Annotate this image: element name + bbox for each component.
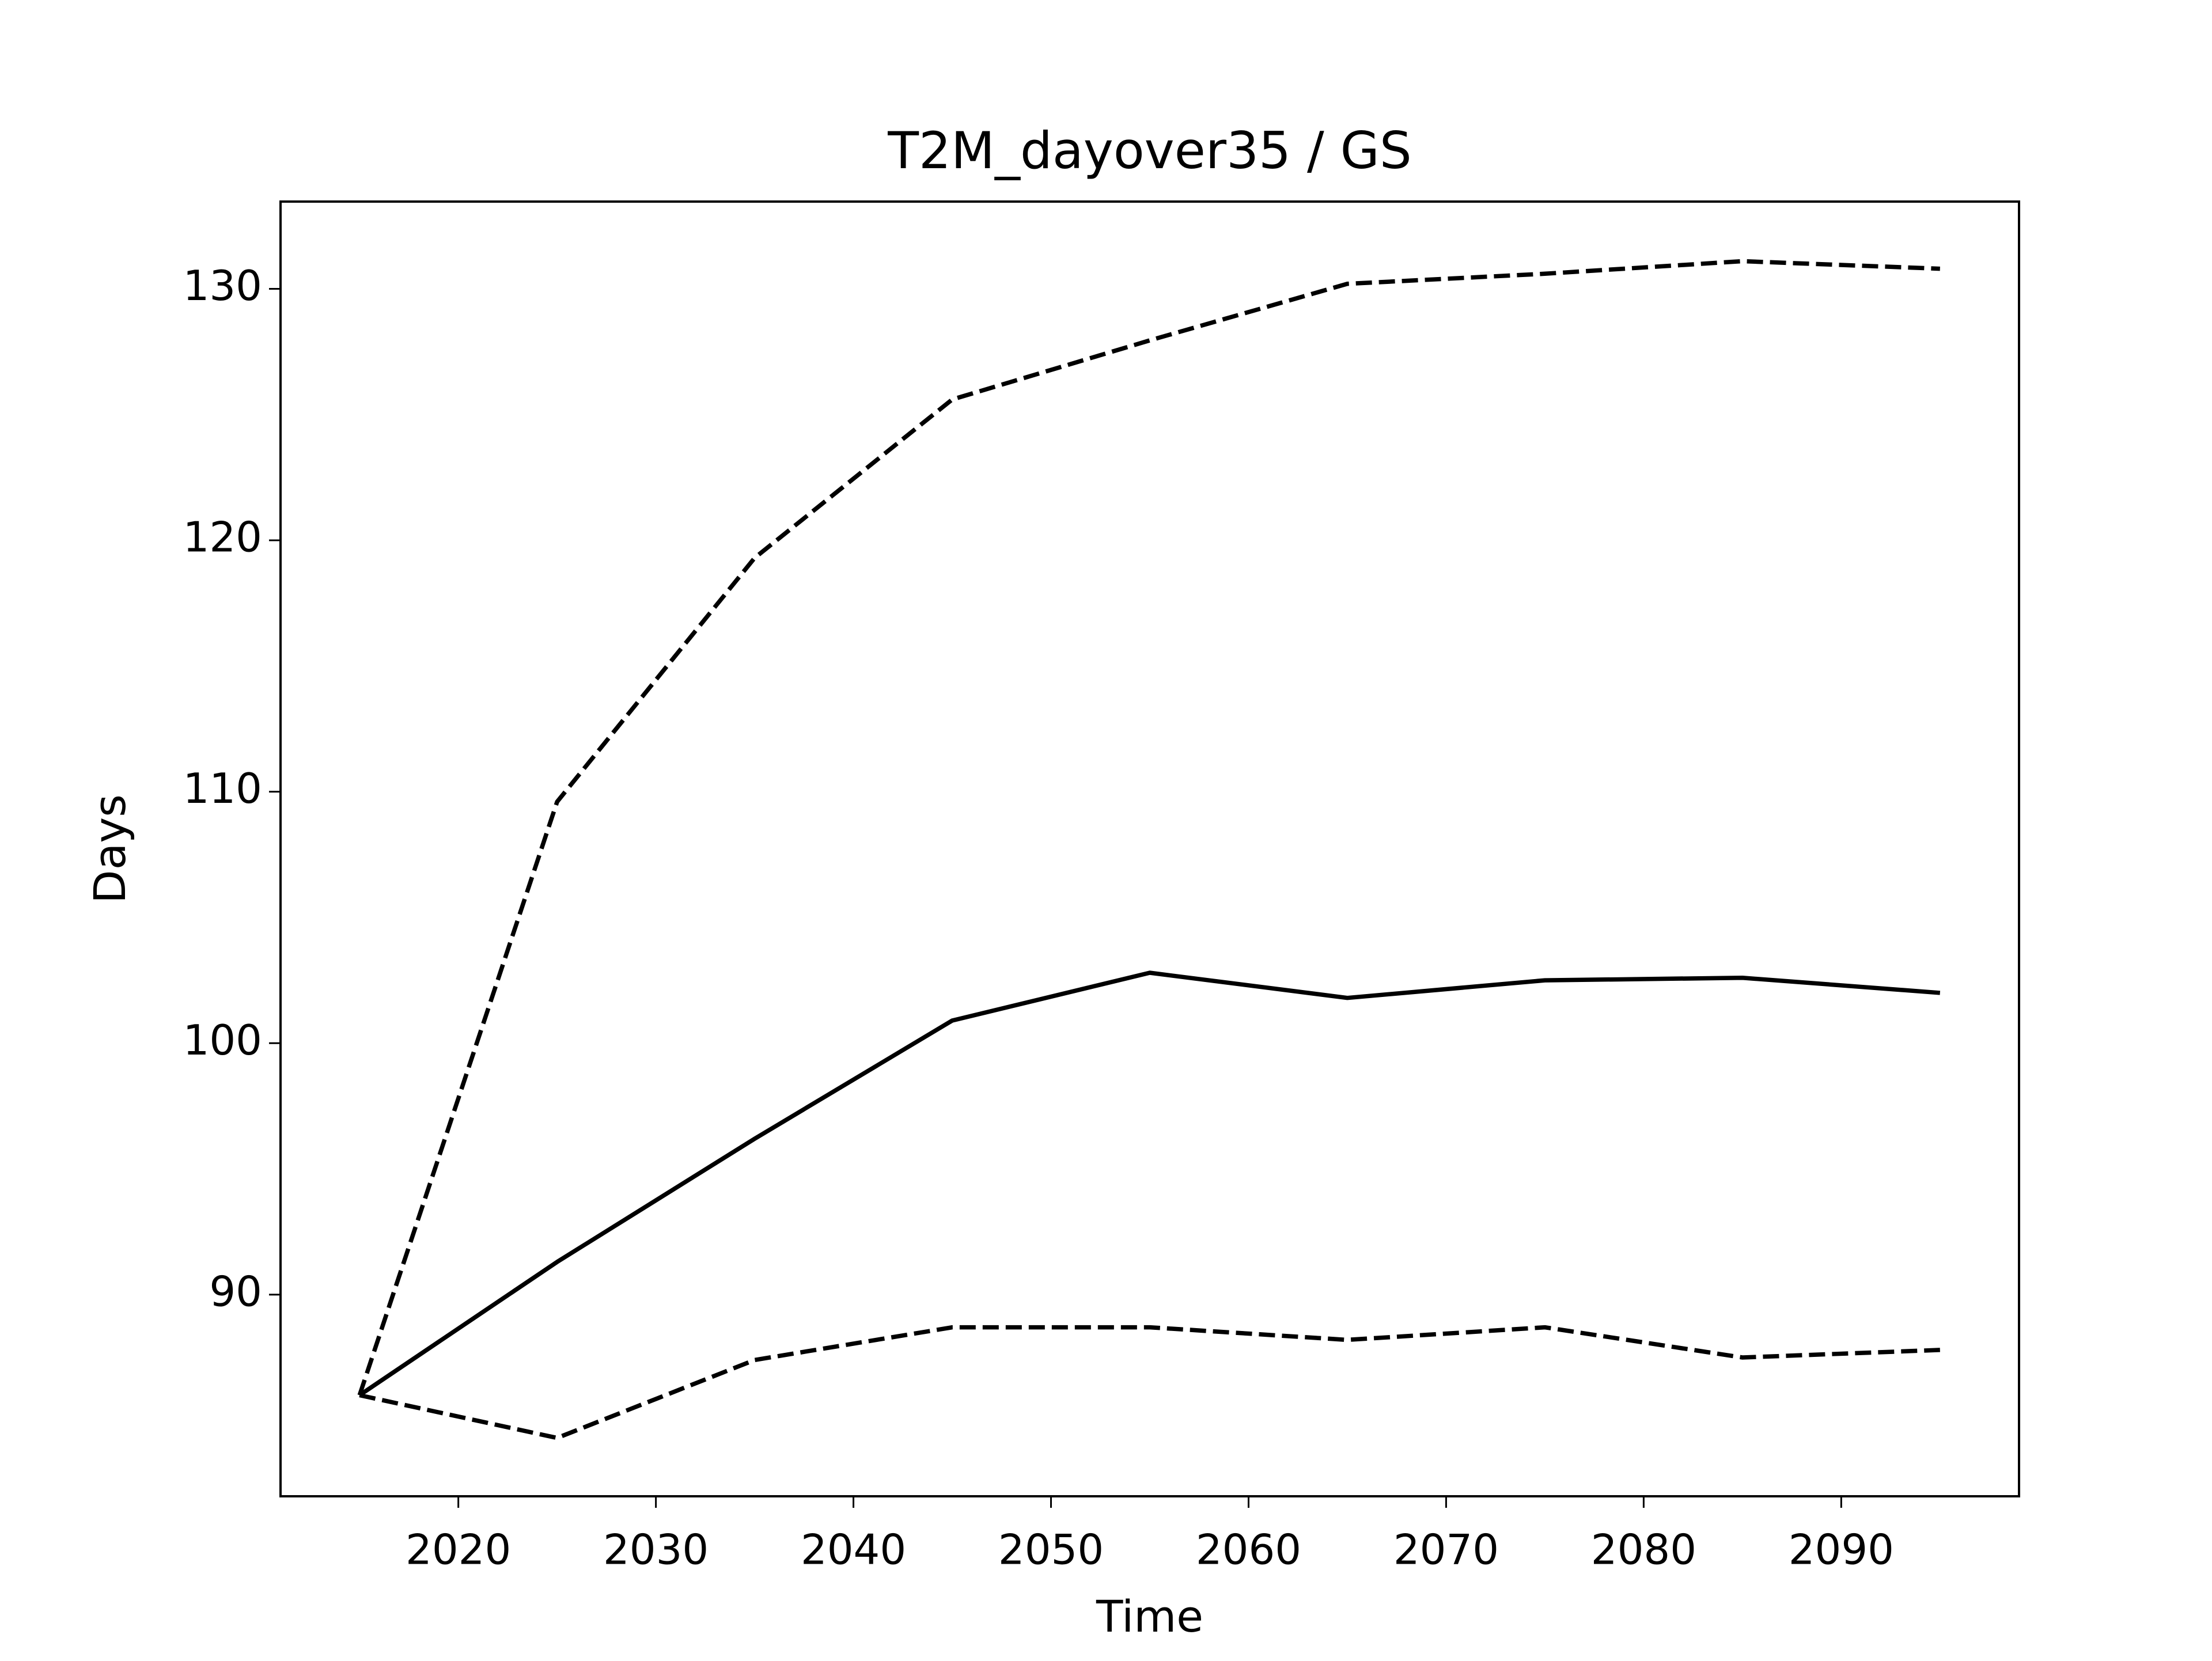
y-axis-label: Days [84,794,135,904]
y-tick-label: 130 [183,261,262,310]
x-tick-label: 2040 [801,1526,906,1574]
data-line [359,1325,1940,1440]
data-line [357,259,1940,1396]
y-tick-label: 120 [183,513,262,562]
x-tick-label: 2070 [1393,1526,1499,1574]
x-tick-label: 2030 [603,1526,709,1574]
x-tick-label: 2050 [998,1526,1104,1574]
y-tick-label: 100 [183,1016,262,1064]
x-axis-label: Time [1096,1591,1203,1642]
chart-title: T2M_dayover35 / GS [887,121,1411,180]
x-tick-label: 2090 [1789,1526,1894,1574]
plot-frame [279,200,2020,1497]
y-tick-label: 90 [209,1267,262,1315]
x-tick-label: 2080 [1591,1526,1696,1574]
data-line [358,970,1941,1397]
x-tick-label: 2020 [406,1526,511,1574]
y-tick-label: 110 [183,764,262,813]
x-tick-label: 2060 [1196,1526,1301,1574]
